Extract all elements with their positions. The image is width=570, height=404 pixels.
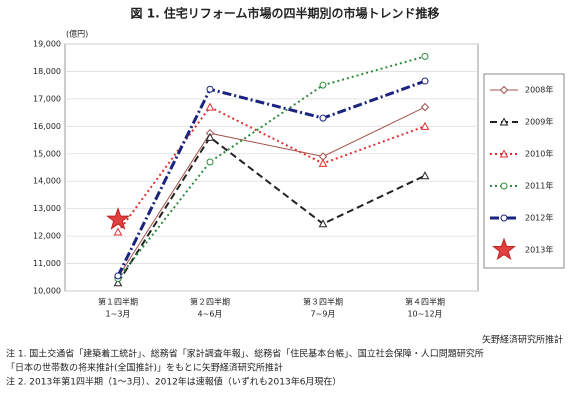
x-tick-label: 第２四半期	[190, 297, 230, 307]
point	[206, 158, 214, 166]
x-tick-sublabel: 7~9月	[311, 310, 336, 319]
legend-label: 2012年	[525, 213, 553, 223]
point	[318, 158, 328, 167]
y-tick-label: 14,000	[33, 177, 61, 186]
legend-frame	[483, 73, 565, 269]
point	[113, 278, 123, 287]
series-line	[117, 106, 426, 278]
point	[420, 171, 430, 180]
y-tick-label: 13,000	[33, 204, 61, 213]
legend-marker	[500, 214, 508, 222]
point	[319, 81, 327, 89]
point	[206, 85, 214, 93]
x-tick-label: 第４四半期	[405, 297, 445, 307]
note: 注 2. 2013年第1四半期（1～3月）、2012年は速報値（いずれも2013…	[6, 376, 341, 388]
x-tick-label: 第１四半期	[98, 297, 138, 307]
point	[421, 52, 429, 60]
legend-label: 2011年	[525, 181, 553, 191]
note: 「日本の世帯数の将来推計(全国推計)」をもとに矢野経済研究所推計	[6, 362, 283, 374]
x-tick-label: 第３四半期	[303, 297, 343, 307]
point	[319, 114, 327, 122]
point	[113, 227, 123, 236]
y-unit: (億円)	[66, 29, 88, 39]
point	[114, 272, 122, 280]
point	[106, 207, 130, 230]
legend-label: 2013年	[525, 245, 553, 255]
legend-marker	[492, 237, 516, 261]
y-tick-label: 11,000	[33, 259, 61, 268]
y-tick-label: 18,000	[33, 67, 61, 76]
legend-label: 2008年	[525, 85, 553, 95]
y-tick-label: 10,000	[33, 287, 61, 296]
point	[205, 102, 215, 111]
legend-marker	[499, 149, 509, 158]
legend-label: 2009年	[525, 117, 553, 127]
source: 矢野経済研究所推計	[482, 334, 563, 346]
x-tick-sublabel: 10~12月	[407, 310, 442, 319]
y-tick-label: 19,000	[33, 40, 61, 49]
series-line	[117, 135, 426, 284]
plot-frame	[64, 43, 479, 292]
y-tick-label: 17,000	[33, 94, 61, 103]
x-tick-sublabel: 1~3月	[106, 310, 131, 319]
legend-label: 2010年	[525, 149, 553, 159]
legend-marker	[499, 85, 509, 95]
series-line	[117, 55, 426, 280]
y-tick-label: 12,000	[33, 232, 61, 241]
point	[421, 77, 429, 85]
series-line	[116, 79, 426, 277]
point	[318, 219, 328, 228]
x-tick-sublabel: 4~6月	[198, 310, 223, 319]
chart-title: 図 1. 住宅リフォーム市場の四半期別の市場トレンド推移	[131, 6, 440, 21]
note: 注 1. 国土交通省「建築着工統計」、総務省「家計調査年報」、総務省「住民基本台…	[6, 348, 484, 360]
legend-marker	[500, 182, 508, 190]
point	[420, 121, 430, 130]
y-tick-label: 16,000	[33, 122, 61, 131]
point	[420, 102, 430, 112]
point	[205, 132, 215, 141]
legend-marker	[499, 117, 509, 126]
series-line	[117, 105, 426, 233]
y-tick-label: 15,000	[33, 149, 61, 158]
